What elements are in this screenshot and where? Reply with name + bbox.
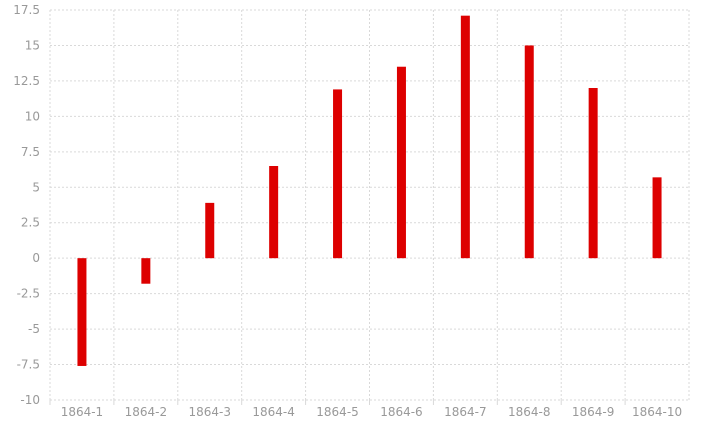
y-tick-label: -10 (20, 393, 40, 407)
y-tick-label: 15 (25, 38, 40, 52)
y-tick-label: -2.5 (17, 287, 40, 301)
y-tick-label: 12.5 (13, 74, 40, 88)
x-tick-label: 1864-3 (188, 405, 231, 419)
y-axis-tick-labels: -10 -7.5 -5 -2.5 0 2.5 5 7.5 10 12.5 15 17.5 (13, 3, 40, 407)
x-tick-label: 1864-4 (252, 405, 295, 419)
y-tick-label: 7.5 (21, 145, 40, 159)
y-tick-label: -7.5 (17, 358, 40, 372)
x-tick-label: 1864-6 (380, 405, 423, 419)
x-tick-label: 1864-9 (572, 405, 615, 419)
bars-layer (77, 15, 662, 366)
y-tick-label: 10 (25, 109, 40, 123)
y-tick-label: 17.5 (13, 3, 40, 17)
bar-1864-7[interactable] (460, 15, 470, 259)
x-axis-tick-labels: 1864-1 1864-2 1864-3 1864-4 1864-5 1864-6 1864… (49, 400, 682, 419)
bar-1864-4[interactable] (269, 166, 279, 259)
bar-1864-6[interactable] (396, 66, 406, 259)
y-tick-label: 2.5 (21, 216, 40, 230)
bar-1864-1[interactable] (77, 258, 87, 366)
bar-1864-3[interactable] (205, 202, 215, 259)
x-tick-label: 1864-8 (508, 405, 551, 419)
y-tick-label: 0 (32, 251, 40, 265)
y-tick-label: 5 (32, 180, 40, 194)
x-tick-label: 1864-5 (316, 405, 359, 419)
bar-1864-9[interactable] (588, 88, 598, 259)
bar-1864-5[interactable] (333, 89, 343, 259)
x-tick-label: 1864-2 (125, 405, 168, 419)
bar-1864-8[interactable] (524, 45, 534, 259)
bar-1864-10[interactable] (652, 177, 662, 259)
y-tick-label: -5 (28, 322, 40, 336)
x-tick-label: 1864-7 (444, 405, 487, 419)
x-tick-label: 1864-10 (632, 405, 682, 419)
grid-layer (49, 9, 690, 401)
bar-1864-2[interactable] (141, 258, 151, 284)
x-tick-label: 1864-1 (61, 405, 104, 419)
